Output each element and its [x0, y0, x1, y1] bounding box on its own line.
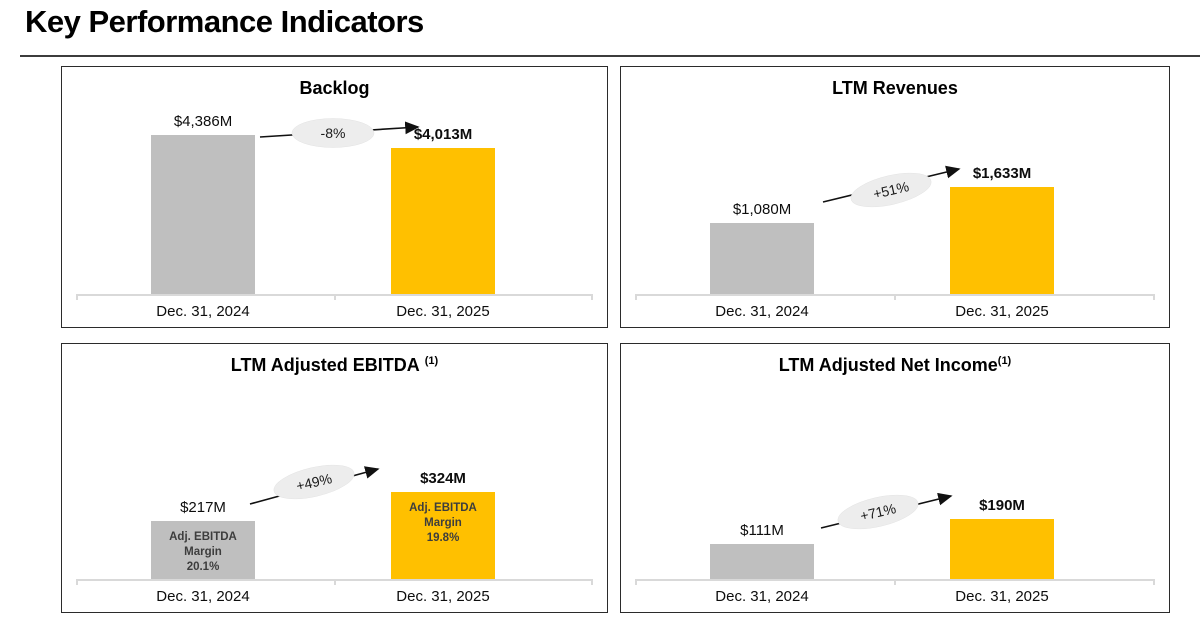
footnote-marker: (1) — [424, 355, 439, 367]
bar-dec-31-2024 — [151, 521, 255, 579]
category-label: Dec. 31, 2025 — [396, 303, 490, 320]
chart-title: LTM Revenues — [621, 78, 1169, 105]
x-axis — [76, 294, 593, 300]
x-axis — [635, 294, 1155, 300]
change-connector: +49% — [249, 464, 380, 505]
bar-dec-31-2025 — [950, 519, 1054, 579]
value-label: $1,080M — [732, 201, 792, 218]
value-label: $217M — [180, 499, 226, 516]
category-label: Dec. 31, 2024 — [156, 588, 250, 605]
change-connector: +71% — [820, 492, 953, 530]
page-title: Key Performance Indicators — [25, 4, 424, 39]
kpi-panel-ltm-revenues: LTM Revenues +51% $1,080M $1,633M Dec. 31,… — [620, 66, 1170, 328]
category-axis-labels: Dec. 31, 2024 Dec. 31, 2025 — [621, 303, 1169, 327]
change-ellipse — [273, 464, 355, 500]
kpi-panel-backlog: Backlog -8% $4,386M $4,013M Dec. 31, 2024 D… — [61, 66, 608, 328]
value-label: $190M — [979, 497, 1025, 514]
change-ellipse — [850, 172, 932, 208]
chart-title-text: LTM Adjusted Net Income — [778, 355, 998, 375]
value-label: $1,633M — [972, 165, 1032, 182]
category-axis-labels: Dec. 31, 2024 Dec. 31, 2025 — [62, 588, 607, 612]
x-axis — [76, 579, 593, 585]
category-label: Dec. 31, 2024 — [715, 588, 809, 605]
bar-dec-31-2024 — [151, 135, 255, 294]
category-axis-labels: Dec. 31, 2024 Dec. 31, 2025 — [62, 303, 607, 327]
category-label: Dec. 31, 2024 — [156, 303, 250, 320]
chart-title: LTM Adjusted EBITDA (1) — [62, 355, 607, 382]
change-ellipse — [837, 494, 919, 530]
change-label: +51% — [872, 178, 911, 202]
category-label: Dec. 31, 2025 — [955, 303, 1049, 320]
category-label: Dec. 31, 2024 — [715, 303, 809, 320]
change-ellipse — [291, 118, 375, 148]
category-label: Dec. 31, 2025 — [955, 588, 1049, 605]
change-label: +49% — [295, 470, 334, 494]
bar-dec-31-2024 — [710, 544, 814, 579]
value-label: $4,013M — [413, 126, 473, 143]
category-axis-labels: Dec. 31, 2024 Dec. 31, 2025 — [621, 588, 1169, 612]
bar-chart-ltm-revenues: +51% $1,080M $1,633M — [621, 109, 1169, 294]
kpi-panel-grid: Backlog -8% $4,386M $4,013M Dec. 31, 2024 D… — [61, 66, 1170, 613]
change-label: +71% — [859, 500, 898, 524]
bar-dec-31-2024 — [710, 223, 814, 294]
chart-title-text: Backlog — [299, 78, 370, 98]
kpi-panel-ltm-adjusted-net-income: LTM Adjusted Net Income(1) +71% $111M $190… — [620, 343, 1170, 613]
x-axis — [635, 579, 1155, 585]
bar-chart-ltm-adjusted-net-income: +71% $111M $190M — [621, 386, 1169, 579]
category-label: Dec. 31, 2025 — [396, 588, 490, 605]
value-label: $4,386M — [173, 113, 233, 130]
value-label: $324M — [420, 470, 466, 487]
change-connector: +51% — [822, 165, 961, 208]
bar-chart-ltm-adjusted-ebitda: +49% $217M Adj. EBITDA Margin 20.1% $324M Adj.… — [62, 386, 607, 579]
chart-title-text: LTM Adjusted EBITDA — [230, 355, 420, 375]
bar-dec-31-2025 — [391, 492, 495, 579]
change-connector: -8% — [259, 118, 420, 148]
bar-annotation: Adj. EBITDA Margin 19.8% — [409, 502, 477, 544]
change-label: -8% — [321, 125, 346, 141]
chart-title-text: LTM Revenues — [832, 78, 958, 98]
chart-title: LTM Adjusted Net Income(1) — [621, 355, 1169, 382]
chart-title: Backlog — [62, 78, 607, 105]
kpi-panel-ltm-adjusted-ebitda: LTM Adjusted EBITDA (1) +49% $217M Adj. EBI… — [61, 343, 608, 613]
footnote-marker: (1) — [997, 355, 1012, 367]
bar-dec-31-2025 — [950, 187, 1054, 294]
bar-annotation: Adj. EBITDA Margin 20.1% — [169, 531, 237, 573]
bar-dec-31-2025 — [391, 148, 495, 294]
value-label: $111M — [740, 522, 784, 539]
bar-chart-backlog: -8% $4,386M $4,013M — [62, 109, 607, 294]
title-divider — [20, 55, 1200, 57]
